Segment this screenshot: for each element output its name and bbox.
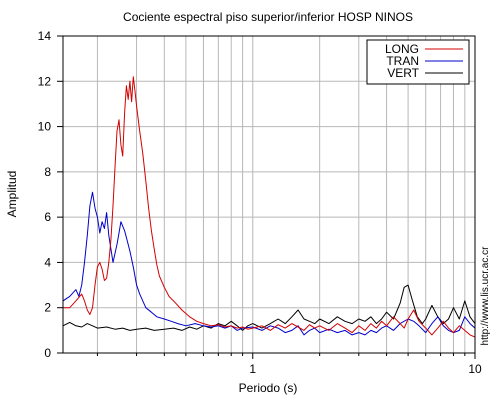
chart-title: Cociente espectral piso superior/inferio… <box>123 10 413 24</box>
x-axis-label: Periodo (s) <box>239 381 298 395</box>
y-tick-label: 8 <box>44 165 51 179</box>
y-tick-label: 4 <box>44 255 51 269</box>
series-line-long <box>63 76 475 338</box>
x-tick-label: 1 <box>249 362 256 376</box>
legend-label-tran: TRAN <box>386 54 419 68</box>
y-tick-label: 14 <box>38 29 52 43</box>
series-line-vert <box>63 284 475 331</box>
x-tick-label: 10 <box>468 362 482 376</box>
legend-label-vert: VERT <box>387 66 419 80</box>
plot-series <box>63 76 475 338</box>
y-tick-label: 2 <box>44 301 51 315</box>
legend-label-long: LONG <box>385 42 419 56</box>
series-line-tran <box>63 191 475 336</box>
watermark-url: http://www.lis.ucr.ac.cr <box>480 246 491 346</box>
y-tick-label: 12 <box>38 74 52 88</box>
y-axis-label: Amplitud <box>5 171 19 218</box>
plot-frame <box>62 35 476 354</box>
legend-box <box>366 39 470 85</box>
y-tick-label: 6 <box>44 210 51 224</box>
axis-ticks: 0 2 4 6 8 10 12 14 1 10 <box>38 29 482 376</box>
y-tick-label: 10 <box>38 120 52 134</box>
y-tick-label: 0 <box>44 346 51 360</box>
